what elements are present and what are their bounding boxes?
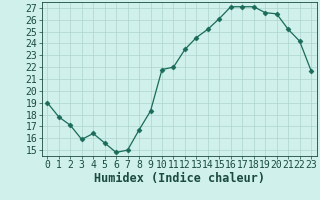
X-axis label: Humidex (Indice chaleur): Humidex (Indice chaleur) <box>94 172 265 185</box>
